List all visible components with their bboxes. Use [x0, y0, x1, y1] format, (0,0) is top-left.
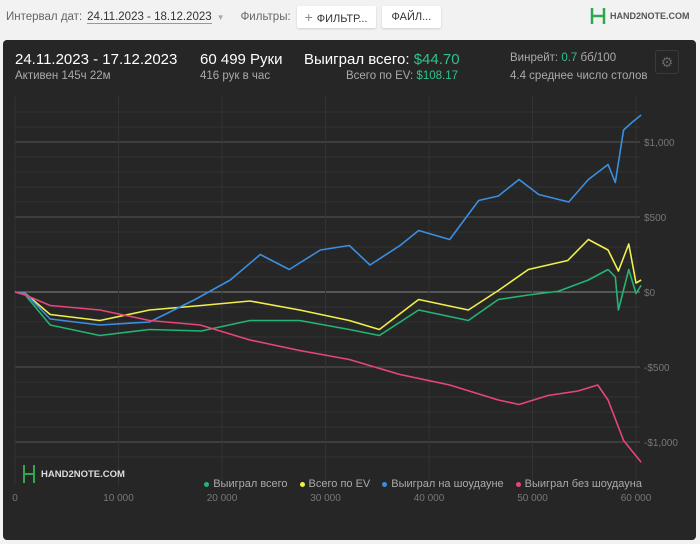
- legend-label: Выиграл на шоудауне: [391, 478, 504, 490]
- date-interval-label: Интервал дат:: [6, 11, 83, 23]
- ev-total: Всего по EV: $108.17: [346, 70, 458, 82]
- filter-button-label: ФИЛЬТР...: [316, 13, 368, 25]
- x-tick-label: 40 000: [414, 493, 445, 504]
- legend-dot-icon: [299, 481, 305, 487]
- y-tick-label: $500: [644, 213, 667, 224]
- period: 24.11.2023 - 17.12.2023: [15, 51, 178, 68]
- legend-label: Выиграл всего: [213, 478, 288, 490]
- won-total: Выиграл всего: $44.70: [304, 51, 460, 68]
- hands-per-hour: 416 рук в час: [200, 70, 271, 82]
- legend-dot-icon: [204, 481, 210, 487]
- hand2note-logo-icon: [590, 8, 606, 24]
- y-tick-label: $1,000: [644, 138, 675, 149]
- winrate-value: 0.7: [561, 52, 578, 64]
- legend-label: Выиграл без шоудауна: [524, 478, 642, 490]
- legend-item[interactable]: Всего по EV: [299, 478, 371, 490]
- file-button[interactable]: ФАЙЛ...: [381, 6, 442, 28]
- legend-item[interactable]: Выиграл на шоудауне: [382, 478, 504, 490]
- winrate-label: Винрейт:: [510, 52, 559, 64]
- legend-item[interactable]: Выиграл без шоудауна: [515, 478, 642, 490]
- series-line: [14, 291, 642, 463]
- series-line: [14, 268, 642, 337]
- won-label: Выиграл всего:: [304, 51, 410, 68]
- series-line: [14, 114, 642, 326]
- watermark-text: HAND2NOTE.COM: [41, 468, 125, 480]
- y-tick-label: -$500: [644, 363, 670, 374]
- date-range-select[interactable]: 24.11.2023 - 18.12.2023: [87, 10, 212, 24]
- winrate-unit: бб/100: [580, 52, 617, 64]
- legend-dot-icon: [515, 481, 521, 487]
- y-tick-label: -$1,000: [644, 438, 678, 449]
- brand-logo: HAND2NOTE.COM: [590, 6, 690, 26]
- x-tick-label: 0: [12, 493, 18, 504]
- legend-dot-icon: [382, 481, 388, 487]
- x-tick-label: 50 000: [517, 493, 548, 504]
- ev-label: Всего по EV:: [345, 70, 414, 82]
- active-time: Активен 145ч 22м: [15, 70, 111, 82]
- toolbar: Интервал дат: 24.11.2023 - 18.12.2023 ▼ …: [0, 0, 700, 34]
- legend-label: Всего по EV: [308, 478, 371, 490]
- hand2note-watermark-icon: [23, 465, 35, 483]
- y-tick-label: $0: [644, 288, 656, 299]
- avg-tables: 4.4 среднее число столов: [510, 70, 648, 82]
- ev-value: $108.17: [416, 70, 458, 82]
- plus-icon: +: [304, 9, 317, 25]
- chevron-down-icon[interactable]: ▼: [216, 12, 225, 22]
- brand-text: HAND2NOTE.COM: [610, 11, 690, 21]
- series-line: [14, 238, 642, 331]
- add-filter-button[interactable]: + ФИЛЬТР...: [296, 6, 376, 28]
- watermark: HAND2NOTE.COM: [22, 464, 125, 484]
- gear-icon[interactable]: ⚙: [655, 50, 679, 74]
- winrate: Винрейт: 0.7 бб/100: [510, 52, 616, 64]
- x-tick-label: 30 000: [310, 493, 341, 504]
- hands-count: 60 499 Руки: [200, 51, 283, 68]
- filters-label: Фильтры:: [240, 11, 291, 23]
- legend-item[interactable]: Выиграл всего: [204, 478, 288, 490]
- won-value: $44.70: [413, 51, 460, 68]
- x-tick-label: 20 000: [207, 493, 238, 504]
- x-tick-label: 10 000: [103, 493, 134, 504]
- chart-legend: Выиграл всего Всего по EV Выиграл на шоуда…: [204, 478, 642, 490]
- x-tick-label: 60 000: [621, 493, 652, 504]
